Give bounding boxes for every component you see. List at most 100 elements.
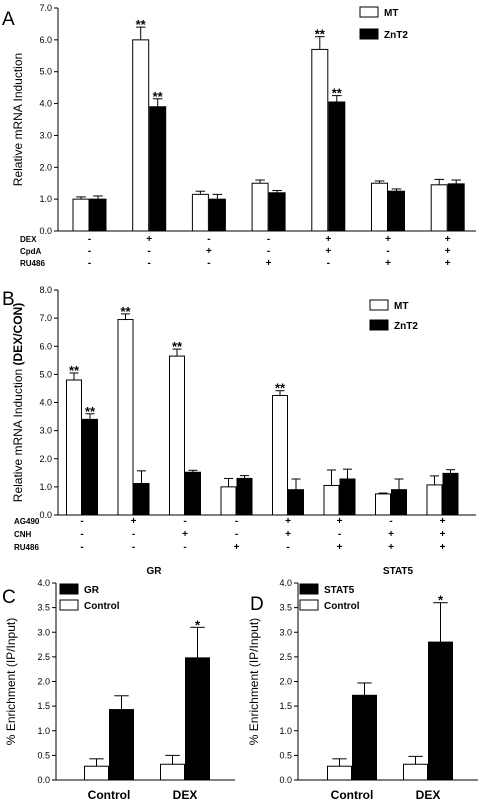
treatment-sign: +: [131, 516, 137, 527]
bar-mt: [430, 184, 448, 232]
bar-mt: [251, 182, 269, 232]
legend-swatch-mt: [369, 299, 389, 311]
treatment-sign: +: [146, 234, 152, 245]
x-category-label: DEX: [416, 788, 441, 802]
bar-znt2: [388, 190, 405, 232]
treatment-sign: +: [445, 234, 451, 245]
treatment-label: AG490: [14, 517, 40, 526]
treatment-sign: -: [80, 529, 83, 540]
y-tick-label: 2.5: [37, 652, 50, 662]
bar-mt: [371, 182, 388, 232]
bar-control: [403, 763, 428, 781]
treatment-label: CpdA: [20, 247, 42, 256]
y-tick-label: 7.0: [39, 313, 52, 323]
legend-swatch-mt: [359, 6, 379, 18]
bar-znt2: [447, 183, 465, 232]
treatment-sign: -: [338, 529, 341, 540]
bar-mt: [375, 493, 391, 516]
treatment-sign: -: [80, 516, 83, 527]
bar-znt2: [328, 101, 346, 232]
panel-letter: B: [2, 289, 15, 310]
significance-marker: **: [275, 381, 286, 396]
panel-letter: A: [2, 9, 15, 30]
y-tick-label: 1.0: [279, 726, 292, 736]
y-tick-label: 8.0: [39, 285, 52, 295]
bar-znt2: [288, 489, 304, 516]
y-tick-label: 2.0: [39, 454, 52, 464]
treatment-sign: +: [234, 542, 240, 553]
bar-mt: [66, 379, 82, 516]
treatment-sign: -: [148, 246, 151, 257]
y-tick-label: 0.0: [39, 226, 52, 236]
panel-title: GR: [147, 566, 163, 577]
treatment-sign: +: [337, 516, 343, 527]
y-tick-label: 0.0: [37, 775, 50, 785]
panel-letter: D: [250, 594, 264, 615]
bar-mt: [323, 484, 340, 516]
legend-swatch-control: [299, 599, 319, 611]
treatment-sign: +: [325, 246, 331, 257]
legend-swatch-stat5: [299, 583, 319, 595]
y-tick-label: 4.0: [39, 398, 52, 408]
legend-label: ZnT2: [384, 30, 408, 41]
treatment-sign: +: [206, 246, 212, 257]
significance-marker: *: [438, 593, 444, 608]
legend-label: Control: [324, 601, 360, 612]
bar-mt: [191, 193, 209, 232]
treatment-sign: +: [388, 529, 394, 540]
treatment-sign: +: [440, 529, 446, 540]
y-tick-label: 0.0: [279, 775, 292, 785]
y-tick-label: 3.0: [39, 426, 52, 436]
significance-marker: **: [69, 363, 80, 378]
y-tick-label: 1.0: [37, 726, 50, 736]
bar-stat5: [352, 694, 377, 781]
treatment-sign: -: [88, 246, 91, 257]
treatment-sign: -: [183, 542, 186, 553]
treatment-sign: -: [267, 246, 270, 257]
treatment-label: RU486: [20, 259, 45, 268]
y-tick-label: 5.0: [39, 369, 52, 379]
bar-mt: [220, 486, 237, 516]
bar-znt2: [339, 478, 356, 516]
y-tick-label: 2.0: [37, 677, 50, 687]
bar-znt2: [236, 477, 253, 516]
treatment-sign: -: [386, 246, 389, 257]
treatment-sign: +: [285, 516, 291, 527]
treatment-sign: -: [207, 234, 210, 245]
treatment-sign: -: [235, 529, 238, 540]
treatment-sign: +: [285, 529, 291, 540]
treatment-label: CNH: [14, 530, 32, 539]
legend-label: MT: [394, 301, 408, 312]
treatment-label: RU486: [14, 543, 39, 552]
treatment-label: DEX: [20, 235, 37, 244]
treatment-sign: -: [183, 516, 186, 527]
bar-znt2: [133, 483, 150, 516]
treatment-sign: +: [440, 516, 446, 527]
bar-mt: [132, 39, 150, 232]
legend-swatch-control: [59, 599, 79, 611]
y-tick-label: 0.0: [39, 510, 52, 520]
y-tick-label: 3.0: [39, 130, 52, 140]
bar-gr: [185, 657, 210, 781]
y-tick-label: 5.0: [39, 67, 52, 77]
y-axis-label: % Enrichment (IP/Input): [4, 618, 18, 745]
treatment-sign: +: [440, 542, 446, 553]
treatment-sign: -: [148, 258, 151, 269]
y-tick-label: 4.0: [39, 99, 52, 109]
y-tick-label: 1.0: [39, 482, 52, 492]
bar-znt2: [82, 418, 98, 516]
bar-znt2: [185, 471, 201, 516]
treatment-sign: -: [132, 542, 135, 553]
significance-marker: **: [172, 339, 183, 354]
legend-swatch-gr: [59, 583, 79, 595]
treatment-sign: -: [235, 516, 238, 527]
significance-marker: **: [136, 17, 147, 32]
treatment-sign: -: [88, 234, 91, 245]
y-tick-label: 2.0: [279, 677, 292, 687]
y-axis-label-part: (DEX/CON): [11, 303, 25, 366]
treatment-sign: +: [325, 234, 331, 245]
y-axis-label: Relative mRNA Induction (DEX/CON): [11, 303, 25, 502]
treatment-sign: -: [267, 234, 270, 245]
x-category-label: Control: [88, 788, 131, 802]
bar-mt: [117, 319, 134, 516]
